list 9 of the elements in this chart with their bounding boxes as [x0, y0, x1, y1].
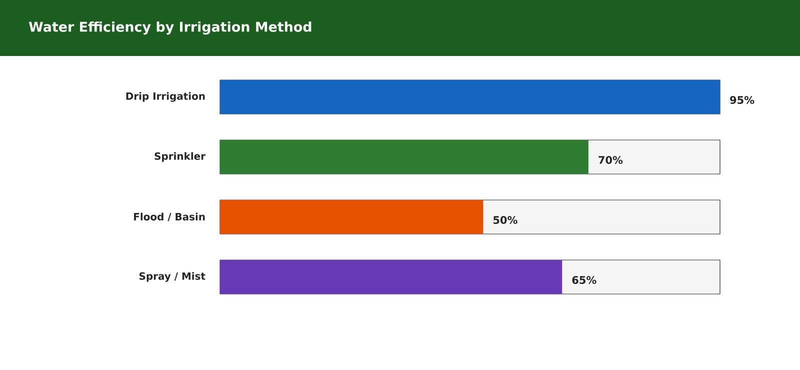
y-tick-label: Drip Irrigation: [126, 92, 205, 102]
chart-title: Water Efficiency by Irrigation Method: [28, 21, 312, 35]
data-label: 70%: [598, 156, 623, 164]
y-tick-label: Spray / Mist: [139, 272, 206, 282]
data-label: 50%: [493, 216, 518, 224]
y-tick-label: Flood / Basin: [134, 212, 205, 222]
data-label: 95%: [730, 96, 754, 104]
data-label: 65%: [572, 276, 596, 284]
y-tick-label: Sprinkler: [154, 152, 206, 162]
